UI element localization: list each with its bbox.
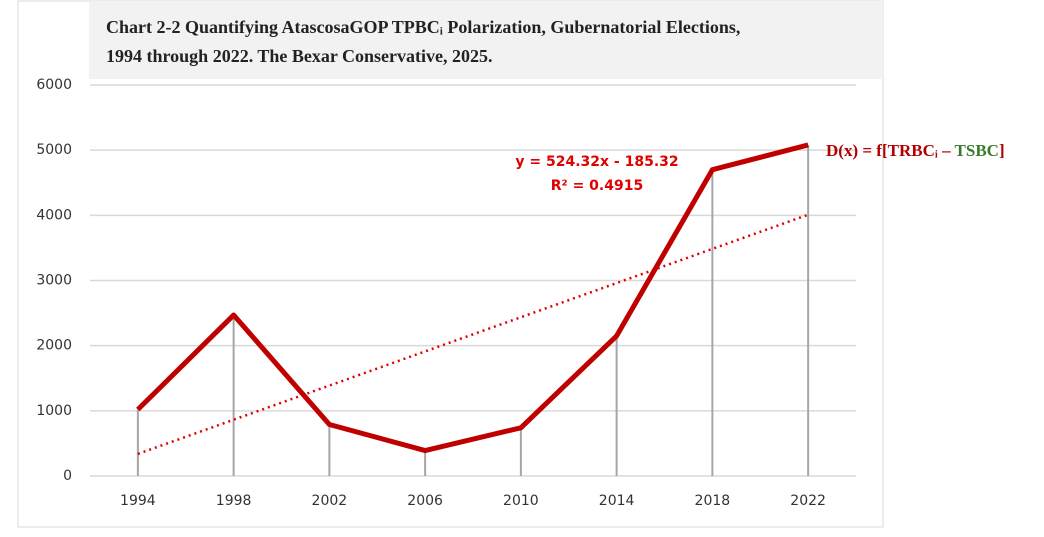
y-tick-label: 2000 [36,338,72,354]
y-tick-label: 5000 [36,142,72,158]
x-tick-label: 2022 [790,493,826,509]
x-tick-label: 2002 [312,493,348,509]
x-tick-label: 2006 [407,493,443,509]
x-tick-label: 2018 [695,493,731,509]
formula-part: ] [999,141,1005,160]
y-tick-label: 0 [63,468,72,484]
y-tick-label: 1000 [36,403,72,419]
formula-label: D(x) = f[TRBCᵢ – TSBC] [826,141,1005,160]
y-tick-label: 6000 [36,77,72,93]
title-box [89,1,883,79]
formula-part: TSBC [955,141,999,160]
chart-title: Chart 2-2 Quantifying AtascosaGOP TPBCᵢ … [106,17,745,66]
y-tick-label: 4000 [36,207,72,223]
title-line: Chart 2-2 Quantifying AtascosaGOP TPBCᵢ … [106,17,740,37]
trend-equation: y = 524.32x - 185.32 [515,154,678,170]
trend-r-squared: R² = 0.4915 [551,178,643,194]
y-tick-label: 3000 [36,273,72,289]
data-line [136,142,809,454]
formula-part: D(x) = f[TRBCᵢ – [826,141,955,160]
x-tick-label: 2010 [503,493,539,509]
x-tick-label: 1994 [120,493,156,509]
x-tick-label: 1998 [216,493,252,509]
x-tick-label: 2014 [599,493,635,509]
chart-frame [17,0,884,528]
trendline [137,213,809,456]
title-line: 1994 through 2022. The Bexar Conservativ… [106,46,493,66]
